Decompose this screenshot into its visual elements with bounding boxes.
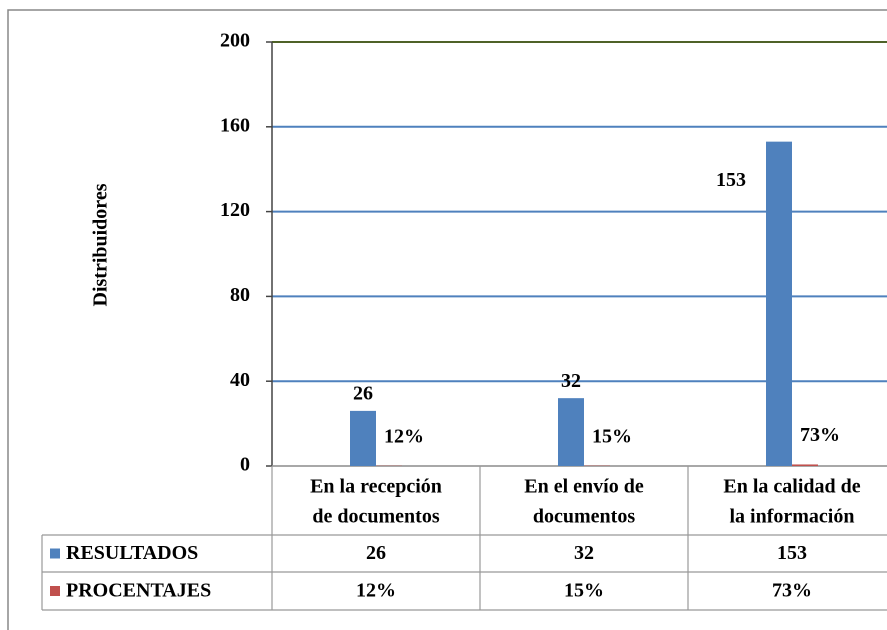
legend-label: PROCENTAJES (66, 580, 211, 602)
data-label: 26 (353, 382, 373, 404)
legend-label: RESULTADOS (66, 542, 198, 564)
data-label: 12% (384, 425, 424, 447)
x-tick-label: En el envío de (524, 476, 644, 498)
data-label: 153 (716, 169, 746, 191)
x-tick-label: la información (730, 506, 855, 528)
data-label: 32 (561, 370, 581, 392)
y-tick-label: 0 (240, 454, 250, 476)
y-tick-label: 160 (220, 114, 250, 136)
data-label: 15% (592, 425, 632, 447)
table-cell: 26 (366, 542, 386, 564)
bar (766, 141, 792, 466)
legend-key (50, 586, 60, 596)
x-tick-label: de documentos (312, 506, 439, 528)
data-label: 73% (800, 424, 840, 446)
table-cell: 32 (574, 542, 594, 564)
chart-border (7, 9, 887, 630)
y-tick-label: 40 (230, 369, 250, 391)
table-cell: 153 (777, 542, 807, 564)
table-cell: 15% (564, 580, 604, 602)
bar (792, 464, 818, 466)
y-axis-title: Distribuidores (90, 183, 112, 306)
y-tick-label: 80 (230, 284, 250, 306)
x-tick-label: documentos (533, 506, 635, 528)
x-tick-label: En la recepción (310, 476, 442, 498)
x-tick-label: En la calidad de (723, 476, 860, 498)
table-cell: 12% (356, 580, 396, 602)
bar (558, 398, 584, 466)
y-tick-label: 120 (220, 199, 250, 221)
bar (350, 410, 376, 466)
table-cell: 73% (772, 580, 812, 602)
legend-key (50, 548, 60, 559)
y-tick-label: 200 (220, 30, 250, 52)
